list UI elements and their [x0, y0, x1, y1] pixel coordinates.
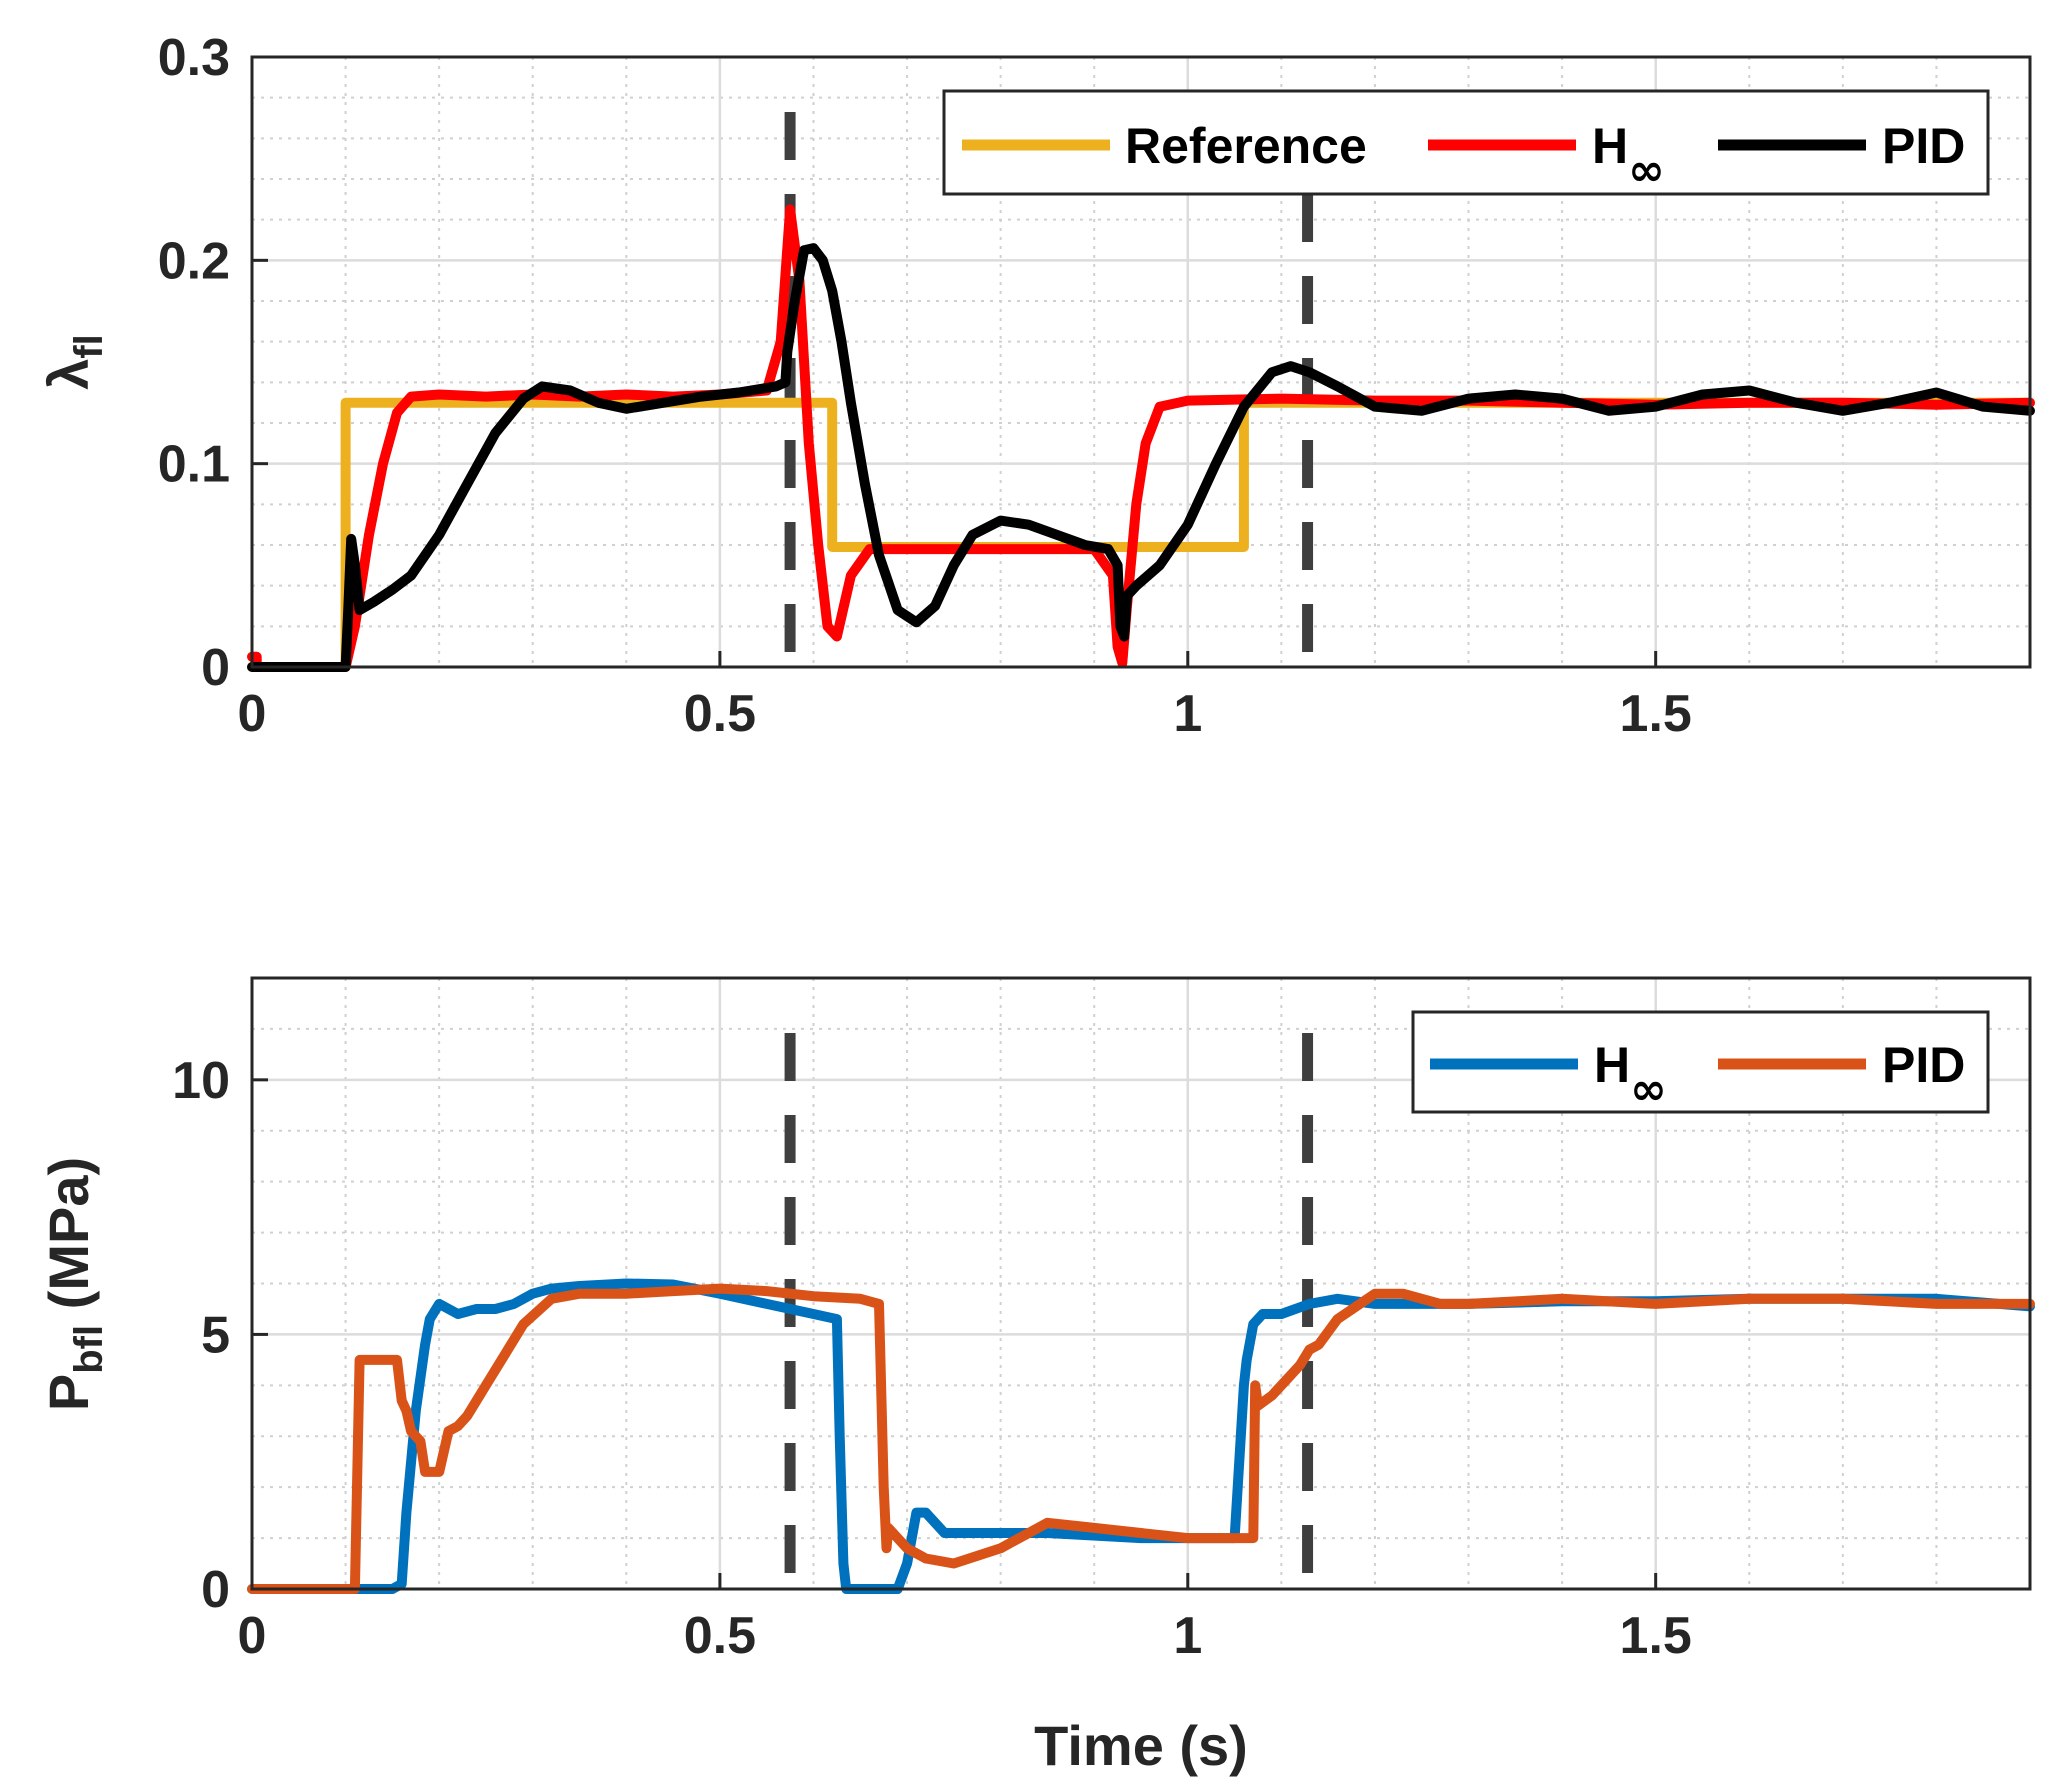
x-tick-label: 0.5 — [684, 1607, 756, 1665]
pressure-ticks: 0 0.5 1 1.5 0 5 10 — [172, 1052, 1692, 1665]
y-tick-label: 0.2 — [158, 232, 230, 290]
lambda-series-line-h-inf — [247, 204, 2035, 672]
pressure-axes-box — [250, 976, 2032, 1591]
legend-label-hinf-pressure: H∞ — [1594, 1037, 1667, 1115]
lambda-y-axis-label: λfl — [37, 334, 111, 390]
pressure-series — [247, 1278, 2035, 1594]
lambda-legend: Reference H∞ PID — [942, 89, 1990, 196]
legend-label-pid: PID — [1882, 118, 1965, 174]
pressure-y-label-sub: bfl — [67, 1325, 111, 1374]
pressure-y-label-suffix: (MPa) — [37, 1157, 100, 1325]
y-tick-label: 0 — [201, 639, 230, 697]
lambda-y-label-main: λ — [37, 359, 100, 390]
x-tick-label: 0 — [238, 1607, 267, 1665]
legend-label-reference: Reference — [1125, 118, 1367, 174]
x-tick-label: 1 — [1173, 685, 1202, 743]
lambda-y-label-sub: fl — [67, 334, 111, 358]
lambda-ticks: 0 0.5 1 1.5 0 0.1 0.2 0.3 — [158, 29, 1692, 743]
x-tick-label: 0 — [238, 685, 267, 743]
pressure-series-line-pid — [247, 1283, 2035, 1594]
lambda-series — [247, 204, 2035, 672]
pressure-subplot: 0 0.5 1 1.5 0 5 10 Pbfl (MPa) Time (s) H∞ PID — [37, 976, 2035, 1777]
y-tick-label: 10 — [172, 1052, 230, 1110]
x-tick-label: 1 — [1173, 1607, 1202, 1665]
legend-label-pid-pressure: PID — [1882, 1037, 1965, 1093]
x-tick-label: 1.5 — [1620, 1607, 1692, 1665]
x-tick-label: 0.5 — [684, 685, 756, 743]
pressure-legend: H∞ PID — [1411, 1010, 1990, 1115]
x-axis-label: Time (s) — [1034, 1714, 1248, 1777]
lambda-axes-box — [250, 55, 2032, 669]
legend-label-hinf: H∞ — [1592, 118, 1665, 196]
lambda-subplot: 0 0.5 1 1.5 0 0.1 0.2 0.3 λfl Reference H∞ PID — [37, 29, 2035, 743]
pressure-y-label-main: P — [37, 1374, 100, 1411]
y-tick-label: 0 — [201, 1561, 230, 1619]
lambda-series-line-pid — [247, 243, 2035, 672]
y-tick-label: 0.3 — [158, 29, 230, 87]
x-tick-label: 1.5 — [1620, 685, 1692, 743]
y-tick-label: 5 — [201, 1306, 230, 1364]
y-tick-label: 0.1 — [158, 436, 230, 494]
pressure-y-axis-label: Pbfl (MPa) — [37, 1157, 111, 1411]
lambda-event-lines — [784, 112, 1314, 667]
